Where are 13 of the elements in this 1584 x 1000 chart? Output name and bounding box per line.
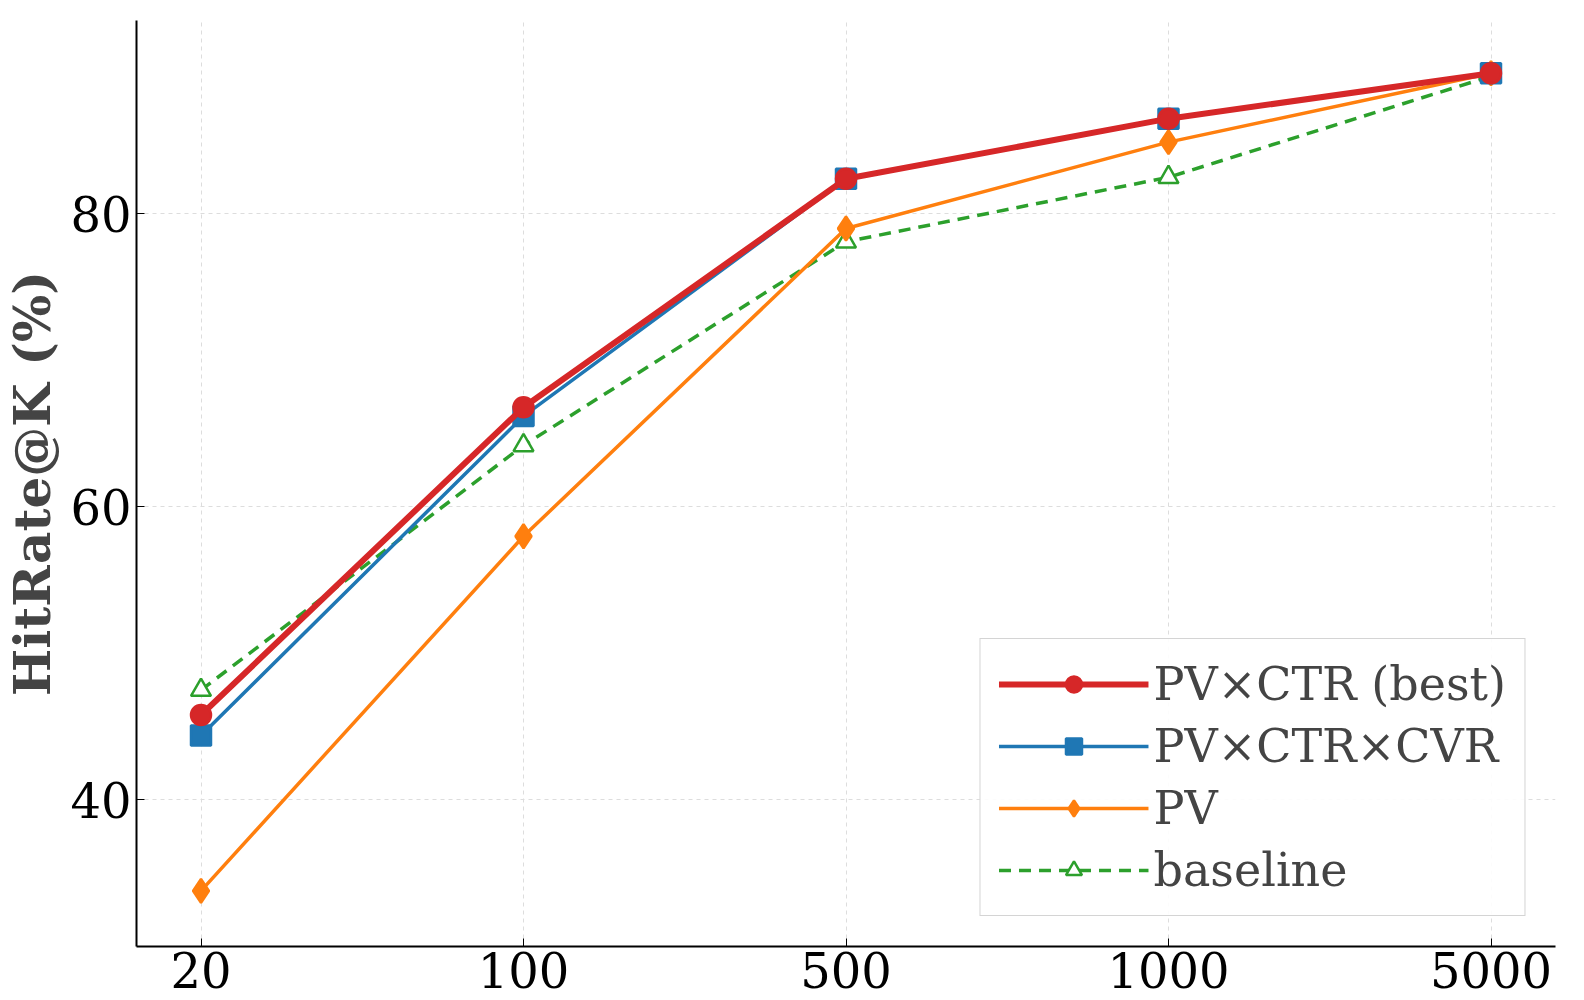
- y-tick-label: 40: [70, 772, 132, 829]
- x-tick-label: 100: [477, 942, 570, 999]
- legend-label: PV: [1153, 781, 1218, 835]
- legend-label: PV×CTR (best): [1153, 657, 1506, 711]
- legend-label: PV×CTR×CVR: [1153, 719, 1499, 773]
- y-tick-label: 60: [70, 479, 132, 536]
- x-tick-label: 1000: [1107, 942, 1230, 999]
- y-axis-title: HitRate@K (%): [3, 270, 63, 697]
- legend-label: baseline: [1153, 843, 1348, 897]
- x-tick-label: 20: [170, 942, 232, 999]
- x-tick-label: 5000: [1429, 942, 1553, 999]
- x-tick-label: 500: [800, 942, 892, 999]
- y-tick-label: 80: [70, 186, 132, 243]
